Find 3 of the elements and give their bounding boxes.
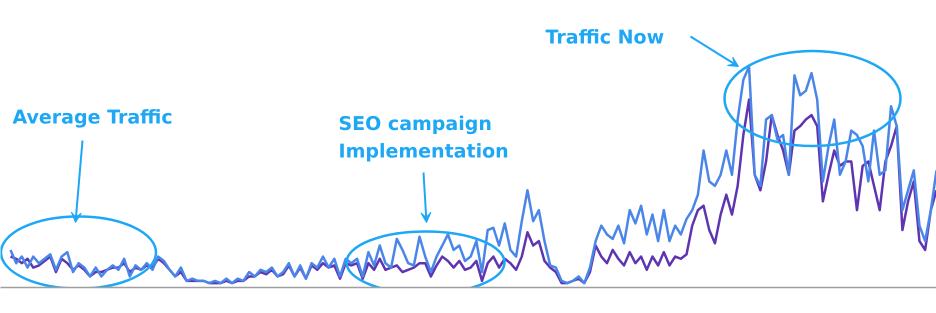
text: Traffic Now	[546, 26, 664, 48]
annotation: Average Traffic	[12, 106, 173, 128]
annotation: SEO campaign Implementation	[338, 113, 509, 162]
